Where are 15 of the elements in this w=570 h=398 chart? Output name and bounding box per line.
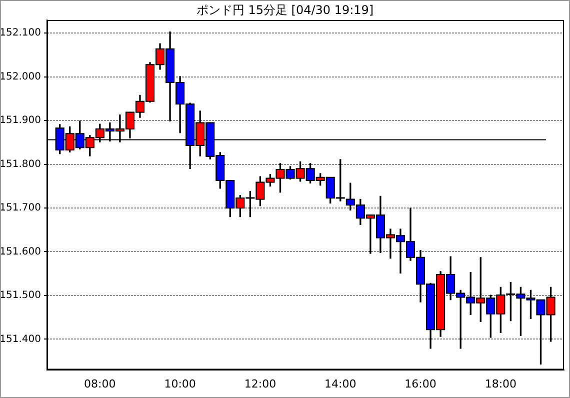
x-tick-label: 10:00 <box>164 377 196 390</box>
y-tick-label: 151.600 <box>0 246 41 258</box>
y-tick-label: 151.700 <box>0 202 41 214</box>
y-tick-label: 151.800 <box>0 158 41 170</box>
x-tick-label: 18:00 <box>484 377 517 390</box>
x-tick-label: 12:00 <box>244 377 276 390</box>
y-tick-label: 152.100 <box>0 28 41 39</box>
y-tick-label: 151.400 <box>0 334 41 345</box>
y-tick-label: 151.500 <box>0 290 41 302</box>
x-tick-label: 16:00 <box>404 377 436 390</box>
y-tick-label: 151.900 <box>0 115 41 126</box>
chart-title: ポンド円 15分足 [04/30 19:19] <box>195 2 375 19</box>
x-tick-label: 14:00 <box>324 377 356 390</box>
y-tick-label: 152.000 <box>0 71 41 82</box>
x-tick-label: 08:00 <box>84 377 116 390</box>
